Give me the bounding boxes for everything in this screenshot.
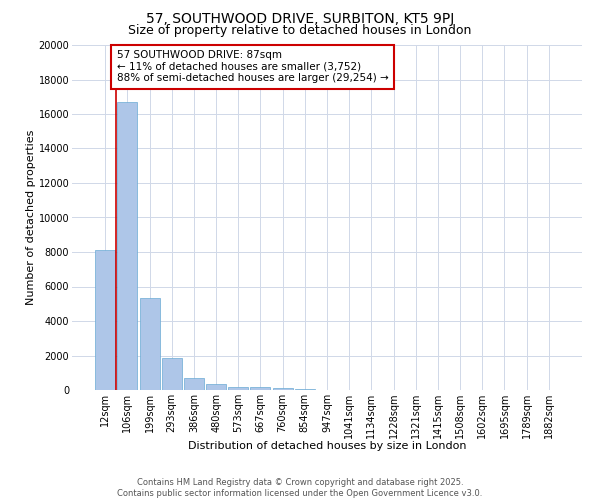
Bar bbox=[206, 384, 226, 390]
Bar bbox=[118, 102, 137, 390]
Bar bbox=[162, 358, 182, 390]
X-axis label: Distribution of detached houses by size in London: Distribution of detached houses by size … bbox=[188, 441, 466, 451]
Bar bbox=[272, 388, 293, 390]
Bar bbox=[295, 389, 315, 390]
Text: 57 SOUTHWOOD DRIVE: 87sqm
← 11% of detached houses are smaller (3,752)
88% of se: 57 SOUTHWOOD DRIVE: 87sqm ← 11% of detac… bbox=[116, 50, 388, 84]
Bar bbox=[140, 298, 160, 390]
Bar bbox=[250, 388, 271, 390]
Bar bbox=[95, 250, 115, 390]
Text: 57, SOUTHWOOD DRIVE, SURBITON, KT5 9PJ: 57, SOUTHWOOD DRIVE, SURBITON, KT5 9PJ bbox=[146, 12, 454, 26]
Text: Size of property relative to detached houses in London: Size of property relative to detached ho… bbox=[128, 24, 472, 37]
Bar bbox=[228, 386, 248, 390]
Text: Contains HM Land Registry data © Crown copyright and database right 2025.
Contai: Contains HM Land Registry data © Crown c… bbox=[118, 478, 482, 498]
Bar bbox=[184, 378, 204, 390]
Y-axis label: Number of detached properties: Number of detached properties bbox=[26, 130, 35, 305]
